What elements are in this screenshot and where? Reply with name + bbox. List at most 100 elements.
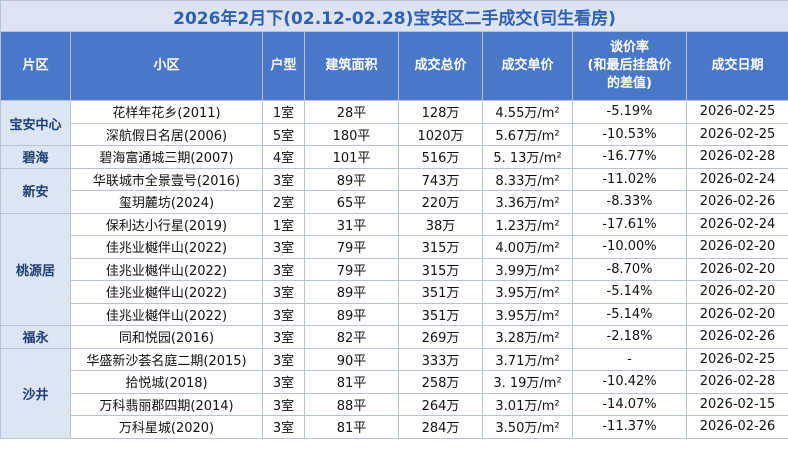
cell: 89平 — [304, 167, 399, 191]
cell: 2026-02-25 — [685, 347, 788, 371]
cell: 315万 — [398, 235, 483, 259]
cell: 1020万 — [398, 122, 483, 146]
cell: 5. 13万/m² — [482, 145, 573, 169]
data-row: 佳兆业樾伴山(2022) 3室 89平 351万 3.95万/m² -5.14% 2026-… — [1, 280, 788, 304]
cell: -5.14% — [572, 280, 687, 304]
cell: 2026-02-25 — [685, 100, 788, 124]
cell: 3室 — [262, 415, 305, 439]
cell: 4.55万/m² — [482, 100, 573, 124]
cell: 3.50万/m² — [482, 415, 573, 439]
cell: 2026-02-24 — [685, 167, 788, 191]
cell: -2.18% — [572, 325, 687, 349]
cell: 89平 — [304, 302, 399, 326]
data-row: 沙井 华盛新沙荟名庭二期(2015) 3室 90平 333万 3.71万/m² -2026-… — [0, 347, 788, 439]
cell: 2026-02-20 — [685, 235, 788, 259]
cell: 2026-02-20 — [685, 257, 788, 281]
cell: 1室 — [262, 100, 305, 124]
cell: 5.67万/m² — [482, 122, 573, 146]
cell: 3室 — [262, 302, 305, 326]
cell: 258万 — [398, 370, 483, 394]
cell: 351万 — [398, 280, 483, 304]
cell: 128万 — [398, 100, 483, 124]
cell: 华联城市全景壹号(2016) — [70, 167, 263, 191]
data-row: 新安 华联城市全景壹号(2016) 3室 89平 743万 8.33万/m² -11.02%… — [0, 167, 788, 214]
cell: 2026-02-15 — [685, 392, 788, 416]
cell: 3室 — [262, 392, 305, 416]
cell: -10.42% — [572, 370, 687, 394]
region-cell: 沙井 — [0, 347, 71, 439]
data-row: 深航假日名居(2006) 5室 180平 1020万 5.67万/m² -10.53% 20… — [1, 122, 788, 146]
cell: -8.70% — [572, 257, 687, 281]
table-title: 2026年2月下(02.12-02.28)宝安区二手成交(司生看房) — [0, 0, 788, 32]
cell: 佳兆业樾伴山(2022) — [70, 257, 263, 281]
cell: 79平 — [304, 235, 399, 259]
data-row: 桃源居 保利达小行星(2019) 1室 31平 38万 1.23万/m² -17.61% 20… — [0, 212, 788, 326]
cell: 同和悦园(2016) — [70, 325, 263, 349]
cell: 2026-02-20 — [685, 280, 788, 304]
data-row: 福永 同和悦园(2016) 3室 82平 269万 3.28万/m² -2.18% 2026-… — [0, 325, 788, 349]
cell: 万科翡丽郡四期(2014) — [70, 392, 263, 416]
cell: 88平 — [304, 392, 399, 416]
cell: 5室 — [262, 122, 305, 146]
data-row: 佳兆业樾伴山(2022) 3室 79平 315万 3.99万/m² -8.70% 2026-… — [1, 257, 788, 281]
header-cell: 成交日期 — [685, 31, 788, 101]
cell: 佳兆业樾伴山(2022) — [70, 235, 263, 259]
data-row: 玺玥麓坊(2024) 2室 65平 220万 3.36万/m² -8.33% 2026-02… — [1, 190, 788, 214]
cell: 264万 — [398, 392, 483, 416]
cell: 333万 — [398, 347, 483, 371]
cell: 玺玥麓坊(2024) — [70, 190, 263, 214]
cell: 3.01万/m² — [482, 392, 573, 416]
cell: 82平 — [304, 325, 399, 349]
cell: 3.95万/m² — [482, 302, 573, 326]
data-row: 佳兆业樾伴山(2022) 3室 89平 351万 3.95万/m² -5.14% 2026-… — [1, 302, 788, 326]
cell: 3.71万/m² — [482, 347, 573, 371]
cell: -11.02% — [572, 167, 687, 191]
cell: -5.19% — [572, 100, 687, 124]
region-cell: 桃源居 — [0, 212, 71, 326]
cell: 220万 — [398, 190, 483, 214]
data-row: 碧海 碧海富通城三期(2007) 4室 101平 516万 5. 13万/m² -16.77… — [0, 145, 788, 169]
data-row: 拾悦城(2018) 3室 81平 258万 3. 19万/m² -10.42% 2026-0… — [1, 370, 788, 394]
cell: 3室 — [262, 235, 305, 259]
cell: 101平 — [304, 145, 399, 169]
cell: 89平 — [304, 280, 399, 304]
cell: 3室 — [262, 257, 305, 281]
cell: 2026-02-26 — [685, 190, 788, 214]
cell: 2026-02-28 — [685, 145, 788, 169]
cell: 碧海富通城三期(2007) — [70, 145, 263, 169]
cell: -16.77% — [572, 145, 687, 169]
cell: 4.00万/m² — [482, 235, 573, 259]
cell: 81平 — [304, 370, 399, 394]
cell: 2026-02-24 — [685, 212, 788, 236]
cell: 284万 — [398, 415, 483, 439]
cell: 8.33万/m² — [482, 167, 573, 191]
cell: 31平 — [304, 212, 399, 236]
region-cell: 新安 — [0, 167, 71, 214]
header-cell: 小区 — [70, 31, 263, 101]
cell: 1室 — [262, 212, 305, 236]
header-cell: 建筑面积 — [304, 31, 399, 101]
cell: 1.23万/m² — [482, 212, 573, 236]
region-cell: 宝安中心 — [0, 100, 71, 146]
header-cell: 片区 — [0, 31, 71, 101]
cell: 315万 — [398, 257, 483, 281]
cell: 269万 — [398, 325, 483, 349]
cell: 3室 — [262, 325, 305, 349]
cell: 花样年花乡(2011) — [70, 100, 263, 124]
cell: 2室 — [262, 190, 305, 214]
cell: -17.61% — [572, 212, 687, 236]
cell: 38万 — [398, 212, 483, 236]
cell: -10.00% — [572, 235, 687, 259]
cell: -14.07% — [572, 392, 687, 416]
cell: 65平 — [304, 190, 399, 214]
cell: 516万 — [398, 145, 483, 169]
header-cell: 谈价率 (和最后挂盘价 的差值) — [572, 31, 687, 101]
cell: - — [572, 347, 687, 371]
header-cell: 户型 — [262, 31, 305, 101]
cell: 保利达小行星(2019) — [70, 212, 263, 236]
cell: 2026-02-20 — [685, 302, 788, 326]
cell: 3室 — [262, 167, 305, 191]
cell: -5.14% — [572, 302, 687, 326]
cell: 351万 — [398, 302, 483, 326]
